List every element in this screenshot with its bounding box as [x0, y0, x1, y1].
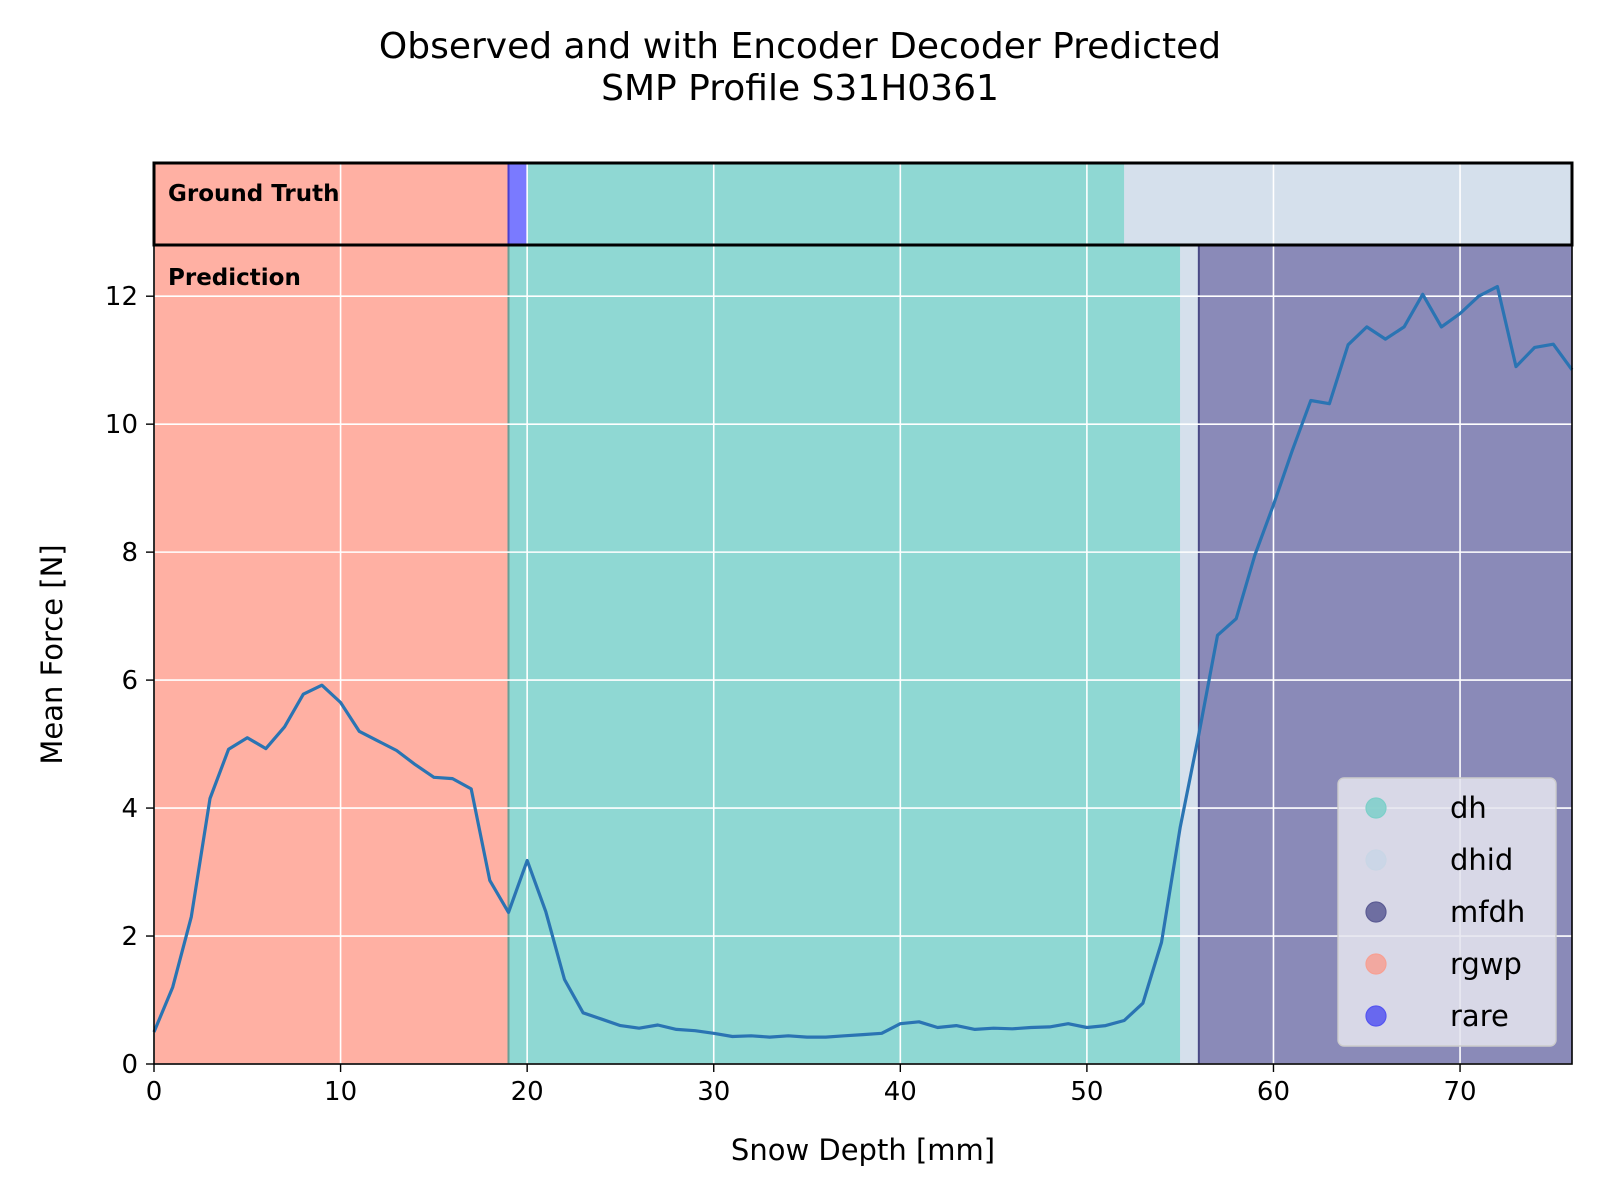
series-line	[152, 285, 1574, 1039]
x-tick-label: 10	[324, 1077, 357, 1107]
legend-marker-dh	[1365, 797, 1387, 819]
legend-label: rare	[1450, 999, 1509, 1033]
y-tick-label: 10	[105, 410, 138, 440]
y-tick-label: 0	[121, 1050, 138, 1080]
x-tick-label: 0	[146, 1077, 163, 1107]
ground-truth-bands	[154, 163, 1572, 245]
x-axis-label: Snow Depth [mm]	[731, 1133, 995, 1167]
legend-marker-dhid	[1365, 849, 1387, 871]
prediction-band-rgwp	[154, 245, 509, 1064]
series-layer	[152, 285, 1574, 1039]
x-tick-label: 40	[884, 1077, 917, 1107]
title-line: SMP Profile S31H0361	[601, 68, 999, 109]
ground-truth-band-rare	[508, 163, 528, 245]
y-tick-label: 6	[121, 666, 138, 696]
legend-label: rgwp	[1450, 947, 1522, 981]
legend-label: mfdh	[1450, 895, 1525, 929]
chart-title: Observed and with Encoder Decoder Predic…	[379, 26, 1221, 109]
ground-truth-grid-lines	[339, 163, 1461, 245]
y-tick-label: 12	[105, 282, 138, 312]
legend-marker-mfdh	[1365, 901, 1387, 923]
prediction-label: Prediction	[168, 265, 301, 291]
y-tick-label: 8	[121, 538, 138, 568]
plot-frames	[152, 161, 1574, 1065]
x-tick-label: 70	[1444, 1077, 1477, 1107]
x-tick-label: 30	[697, 1077, 730, 1107]
legend-box	[1337, 777, 1557, 1047]
axis-ticks: 0 10 20 30 40 50 60 70 0 2 4 6 8 10 12	[105, 282, 1477, 1107]
title-line: Observed and with Encoder Decoder Predic…	[379, 26, 1221, 67]
ground-truth-band-rgwp	[154, 163, 509, 245]
ground-truth-label: Ground Truth	[168, 181, 340, 207]
y-tick-label: 4	[121, 794, 138, 824]
ground-truth-band-dh	[527, 163, 1125, 245]
prediction-band-dh	[508, 245, 1181, 1064]
y-tick-label: 2	[121, 922, 138, 952]
y-axis-label: Mean Force [N]	[35, 544, 69, 764]
prediction-band-dhid	[1180, 245, 1199, 1064]
legend-marker-rare	[1365, 1005, 1387, 1027]
ground-truth-frame	[152, 161, 1574, 247]
legend-label: dhid	[1450, 843, 1513, 877]
x-tick-label: 20	[511, 1077, 544, 1107]
ground-truth-band-dhid	[1124, 163, 1572, 245]
x-tick-label: 50	[1070, 1077, 1103, 1107]
legend-marker-rgwp	[1365, 953, 1387, 975]
legend-label: dh	[1450, 791, 1487, 825]
legend: dh dhid mfdh rgwp rare	[1337, 777, 1557, 1047]
x-tick-label: 60	[1257, 1077, 1290, 1107]
